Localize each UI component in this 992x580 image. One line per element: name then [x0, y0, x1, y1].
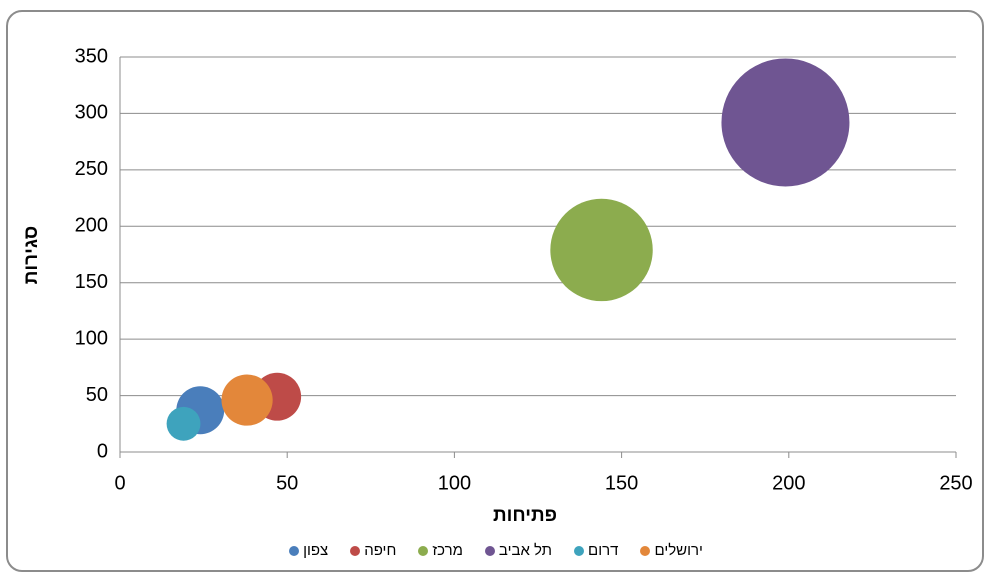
- x-tick-label: 150: [605, 472, 638, 494]
- y-tick-label: 350: [75, 45, 108, 67]
- bubble: [166, 406, 201, 441]
- x-tick-label: 50: [276, 472, 298, 494]
- x-tick-label: 0: [114, 472, 125, 494]
- legend-item: חיפה: [350, 542, 396, 559]
- legend-item: תל אביב: [484, 542, 553, 559]
- chart-frame: [6, 10, 984, 572]
- legend-marker: [574, 545, 585, 556]
- legend-label: דרום: [588, 542, 619, 559]
- legend-item: דרום: [574, 542, 618, 559]
- bubble: [721, 58, 850, 187]
- bubble: [221, 374, 273, 426]
- legend-marker: [418, 545, 429, 556]
- legend-marker: [350, 545, 361, 556]
- bubble: [550, 198, 653, 302]
- legend-marker: [640, 545, 651, 556]
- y-tick-label: 0: [97, 440, 108, 462]
- legend-label: צפון: [303, 542, 329, 559]
- y-tick-label: 250: [75, 158, 108, 180]
- y-axis-title: סגירות: [21, 226, 42, 284]
- legend-item: מרכז: [418, 542, 463, 559]
- x-tick-label: 250: [939, 472, 972, 494]
- legend-marker: [484, 545, 495, 556]
- legend-label: תל אביב: [498, 542, 553, 559]
- legend-label: ירושלים: [654, 542, 703, 559]
- y-tick-label: 150: [75, 271, 108, 293]
- legend-label: מרכז: [432, 542, 463, 559]
- y-tick-label: 100: [75, 327, 108, 349]
- x-tick-label: 100: [438, 472, 471, 494]
- legend: צפון חיפה מרכז תל אביב דרום ירושלים: [0, 542, 992, 559]
- y-tick-label: 200: [75, 215, 108, 237]
- y-tick-label: 50: [86, 384, 108, 406]
- y-tick-label: 300: [75, 102, 108, 124]
- legend-item: ירושלים: [640, 542, 703, 559]
- legend-item: צפון: [289, 542, 328, 559]
- legend-label: חיפה: [364, 542, 397, 559]
- legend-marker: [289, 545, 300, 556]
- x-axis-title: פתיחות: [493, 505, 557, 526]
- x-tick-label: 200: [772, 472, 805, 494]
